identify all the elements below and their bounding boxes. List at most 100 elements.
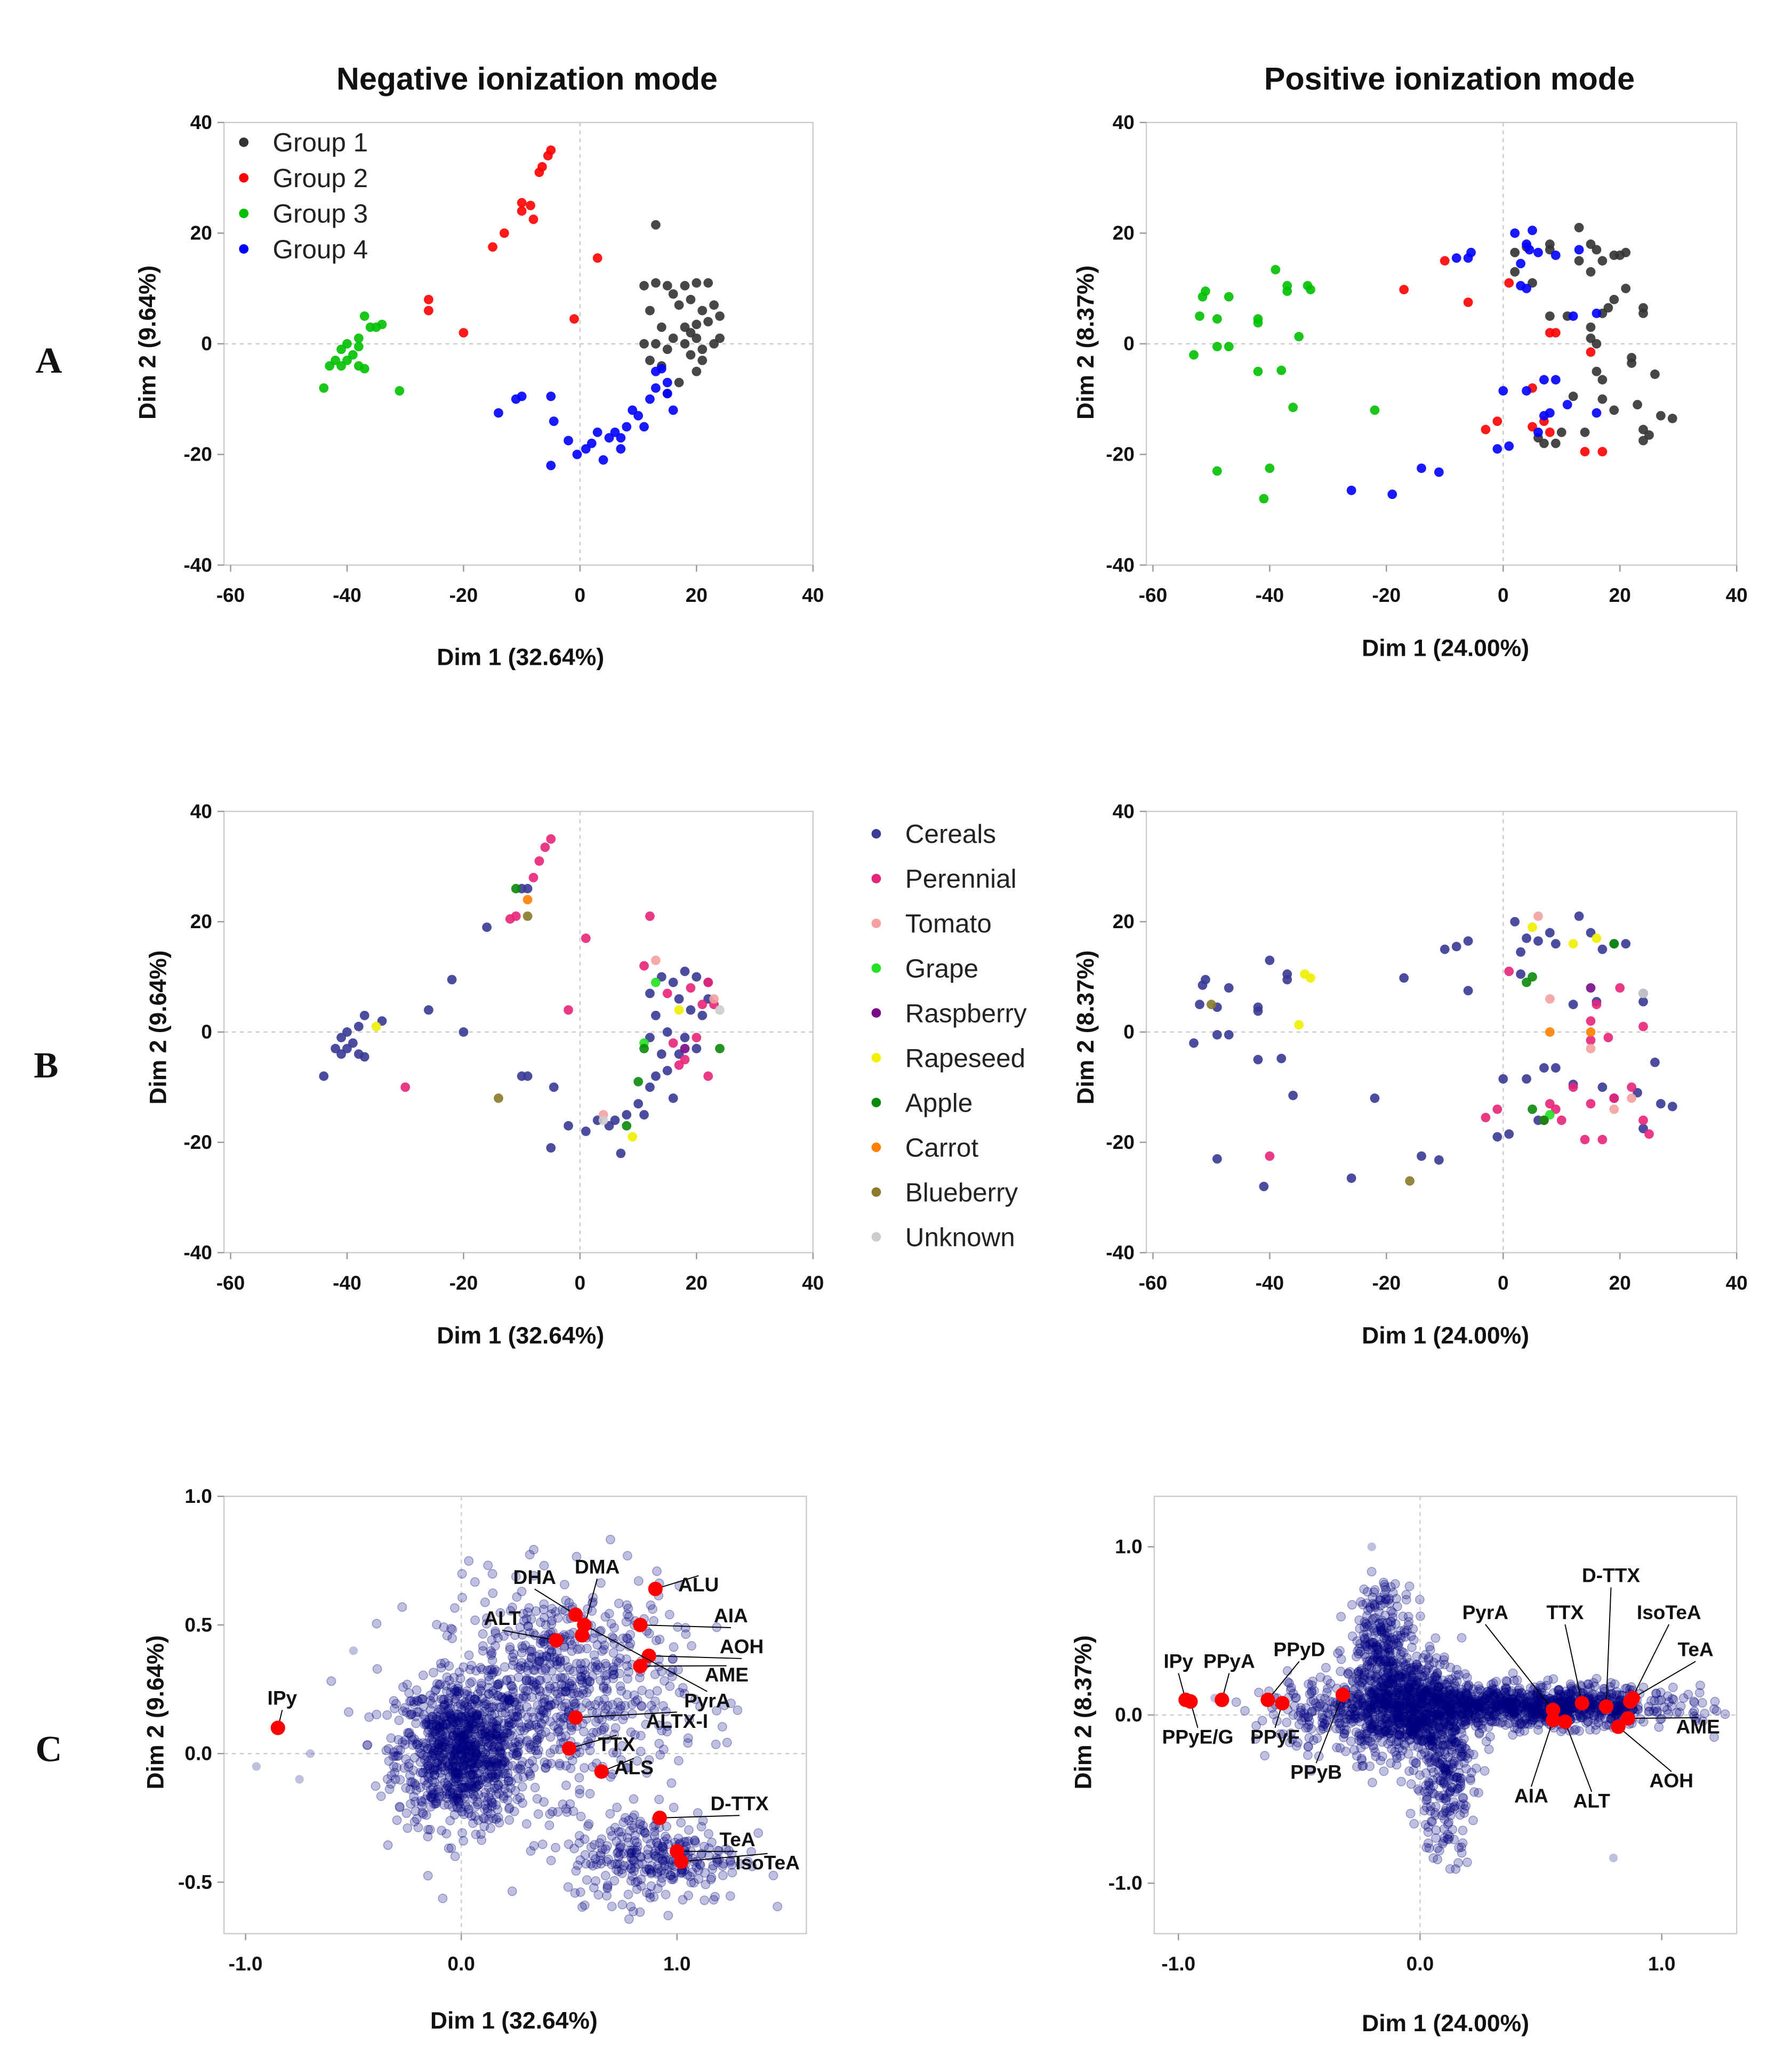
cloud-point — [526, 1614, 536, 1624]
cloud-point — [376, 1791, 386, 1801]
cloud-point — [469, 1752, 478, 1761]
cloud-point — [423, 1871, 433, 1881]
cloud-point — [503, 1776, 513, 1787]
point-group-1 — [645, 356, 655, 365]
x-tick-label: -60 — [1139, 1272, 1168, 1294]
cloud-point — [381, 1745, 391, 1756]
x-tick-label: -40 — [1256, 584, 1284, 606]
point-perennial — [528, 873, 539, 882]
cloud-point — [486, 1761, 496, 1771]
point-group-3 — [1294, 332, 1304, 342]
cloud-point — [455, 1732, 465, 1742]
cloud-point — [546, 1759, 556, 1768]
cloud-point — [500, 1769, 510, 1779]
cloud-point — [438, 1893, 448, 1903]
cloud-point — [501, 1725, 511, 1735]
point-group-4 — [1466, 247, 1476, 258]
cloud-point — [464, 1804, 473, 1814]
cloud-point — [435, 1725, 445, 1735]
cloud-point — [474, 1768, 484, 1779]
cloud-point — [400, 1739, 410, 1749]
cloud-point — [384, 1784, 395, 1794]
cloud-point — [398, 1682, 408, 1692]
cloud-point — [451, 1795, 461, 1805]
point-cereals — [1434, 1155, 1444, 1165]
cloud-point — [480, 1749, 490, 1759]
cloud-point — [1548, 1674, 1558, 1684]
point-group-4 — [1545, 408, 1555, 418]
cloud-point — [437, 1719, 447, 1729]
point-group-4 — [592, 427, 602, 437]
cloud-point — [454, 1717, 464, 1727]
cloud-point — [453, 1795, 463, 1805]
cloud-point — [418, 1738, 428, 1748]
point-group-1 — [1603, 303, 1613, 313]
point-group-4 — [639, 422, 649, 432]
point-group-3 — [336, 361, 346, 371]
cloud-point — [470, 1577, 480, 1587]
cloud-point — [451, 1755, 461, 1765]
cloud-point — [487, 1757, 497, 1767]
cloud-point — [445, 1782, 455, 1792]
cloud-point — [585, 1745, 595, 1756]
cloud-point — [566, 1725, 576, 1735]
cloud-point — [468, 1755, 478, 1765]
point-cereals — [336, 1033, 346, 1043]
cloud-point — [493, 1784, 502, 1794]
cloud-point — [501, 1708, 510, 1718]
point-apple — [511, 883, 521, 894]
point-cereals — [622, 1110, 632, 1120]
cloud-point — [1331, 1724, 1341, 1734]
cloud-point — [493, 1780, 503, 1790]
point-group-3 — [1198, 292, 1208, 302]
cloud-point — [454, 1751, 464, 1761]
cloud-point — [580, 1763, 589, 1773]
cloud-point — [534, 1745, 543, 1755]
cloud-point — [407, 1735, 417, 1745]
cloud-point — [445, 1741, 455, 1751]
cloud-point — [526, 1707, 536, 1717]
point-cereals — [668, 977, 678, 987]
point-tomato — [1609, 1104, 1619, 1114]
cloud-point — [441, 1720, 452, 1730]
cloud-point — [459, 1760, 468, 1771]
cloud-point — [542, 1673, 552, 1684]
highlighted-point-ttx — [561, 1741, 577, 1756]
point-group-4 — [1562, 400, 1572, 409]
cloud-point — [467, 1744, 477, 1755]
point-group-1 — [674, 377, 684, 388]
point-cereals — [1224, 983, 1234, 993]
cloud-point — [500, 1740, 510, 1750]
cloud-point — [473, 1739, 484, 1749]
cloud-point — [1394, 1641, 1404, 1651]
point-perennial — [1586, 1099, 1596, 1109]
x-tick-label: -40 — [333, 1272, 361, 1294]
cloud-point — [612, 1656, 622, 1667]
x-axis-label: Dim 1 (24.00%) — [1362, 635, 1529, 661]
cloud-point — [615, 1642, 625, 1652]
point-cereals — [423, 1005, 433, 1015]
point-group-4 — [1492, 444, 1502, 454]
cloud-point — [459, 1746, 469, 1756]
cloud-point — [568, 1806, 578, 1816]
point-cereals — [680, 1033, 690, 1043]
cloud-point — [487, 1734, 497, 1743]
cloud-point — [515, 1792, 525, 1803]
cloud-point — [458, 1766, 468, 1776]
cloud-point — [414, 1743, 424, 1753]
cloud-point — [652, 1686, 662, 1696]
point-group-1 — [639, 339, 649, 349]
cloud-point — [523, 1621, 533, 1631]
cloud-point — [649, 1616, 658, 1626]
cloud-point — [392, 1763, 401, 1773]
legend-marker — [871, 1187, 881, 1197]
cloud-point — [469, 1720, 479, 1731]
title-positive: Positive ionization mode — [1264, 61, 1635, 96]
cloud-point — [493, 1742, 503, 1752]
cloud-point — [449, 1777, 459, 1787]
cloud-point — [416, 1694, 426, 1704]
y-axis-label: Dim 2 (9.64%) — [142, 1635, 168, 1789]
cloud-point — [467, 1784, 476, 1794]
cloud-point — [632, 1756, 642, 1766]
cloud-point — [438, 1695, 448, 1705]
